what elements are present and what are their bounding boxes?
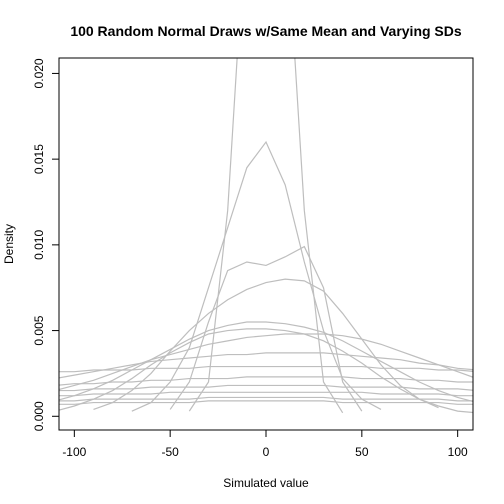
- density-line: [59, 365, 473, 373]
- density-line: [59, 384, 473, 392]
- chart-title: 100 Random Normal Draws w/Same Mean and …: [70, 23, 462, 39]
- y-axis-label: Density: [2, 224, 16, 264]
- y-tick-label: 0.010: [32, 230, 46, 260]
- density-line: [59, 400, 473, 405]
- density-line: [188, 58, 344, 414]
- density-line: [59, 376, 473, 386]
- y-tick-label: 0.005: [32, 315, 46, 345]
- x-tick-label: -100: [62, 445, 86, 459]
- plot-area: [59, 58, 473, 414]
- x-tick-label: -50: [161, 445, 179, 459]
- density-line: [59, 391, 473, 397]
- density-line: [59, 396, 473, 402]
- x-tick-label: 100: [448, 445, 468, 459]
- density-line: [59, 321, 473, 403]
- y-tick-label: 0.020: [32, 58, 46, 88]
- density-line: [59, 352, 473, 379]
- y-tick-label: 0.000: [32, 401, 46, 431]
- density-line: [169, 245, 363, 412]
- density-line: [93, 278, 439, 410]
- density-line: [59, 333, 473, 391]
- density-line: [131, 140, 382, 412]
- y-tick-label: 0.015: [32, 144, 46, 174]
- x-tick-label: 0: [263, 445, 270, 459]
- x-tick-label: 50: [355, 445, 369, 459]
- x-axis-label: Simulated value: [223, 476, 309, 490]
